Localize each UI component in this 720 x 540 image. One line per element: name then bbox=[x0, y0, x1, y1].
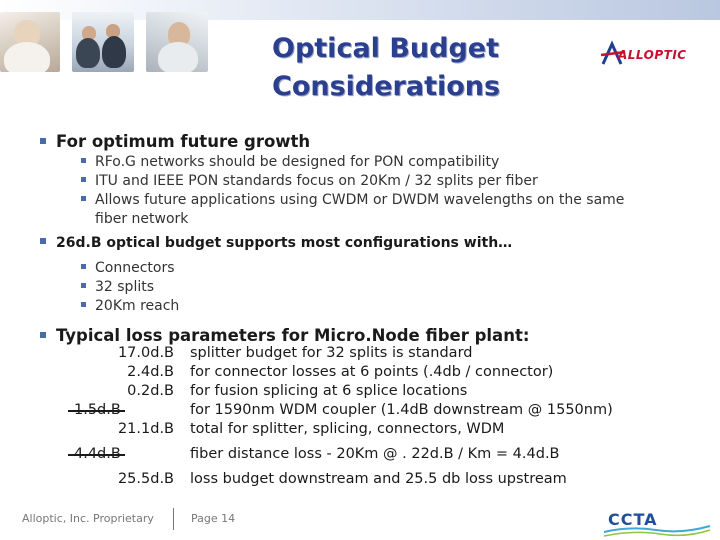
sub-bullet-list: RFo.G networks should be designed for PO… bbox=[81, 153, 624, 229]
bullet-square-icon bbox=[40, 137, 46, 144]
bullet-square-icon bbox=[81, 195, 86, 201]
loss-value: 2.4d.B bbox=[127, 364, 174, 380]
footer-company: Alloptic, Inc. Proprietary bbox=[22, 512, 154, 525]
ccta-wave-icon bbox=[603, 525, 711, 537]
loss-row: 4.4d.B fiber distance loss - 20Km @ . 22… bbox=[0, 446, 560, 462]
header-photo-phone bbox=[146, 12, 208, 72]
sub-bullet-item: Connectors bbox=[81, 259, 179, 278]
ccta-logo-text: CCTA bbox=[608, 510, 658, 529]
bullet-square-icon bbox=[40, 331, 46, 338]
loss-description: splitter budget for 32 splits is standar… bbox=[190, 345, 473, 361]
header-photo-woman bbox=[0, 12, 60, 72]
page-title: Optical Budget Considerations bbox=[272, 30, 532, 106]
loss-value-subtotal-line: 4.4d.B bbox=[74, 446, 121, 462]
loss-row: 1.5d.B for 1590nm WDM coupler (1.4dB dow… bbox=[0, 402, 613, 418]
sub-bullet-item: Allows future applications using CWDM or… bbox=[81, 191, 624, 210]
loss-description: for connector losses at 6 points (.4db /… bbox=[190, 364, 554, 380]
loss-value-subtotal-line: 1.5d.B bbox=[74, 402, 121, 418]
bullet-square-icon bbox=[81, 263, 86, 269]
loss-description: loss budget downstream and 25.5 db loss … bbox=[190, 471, 567, 487]
header-photo-meeting bbox=[72, 12, 134, 72]
footer-divider bbox=[173, 508, 174, 530]
bullet-square-icon bbox=[81, 157, 86, 163]
loss-value: 21.1d.B bbox=[117, 421, 174, 437]
loss-description: for fusion splicing at 6 splice location… bbox=[190, 383, 468, 399]
sub-bullet-item-continued: fiber network bbox=[95, 211, 189, 227]
bullet-typical-loss: Typical loss parameters for Micro.Node f… bbox=[40, 326, 529, 345]
sub-bullet-item: ITU and IEEE PON standards focus on 20Km… bbox=[81, 172, 624, 191]
sub-bullet-item: 20Km reach bbox=[81, 297, 179, 316]
title-line-1: Optical Budget bbox=[272, 33, 499, 64]
loss-description: total for splitter, splicing, connectors… bbox=[190, 421, 505, 437]
loss-description: for 1590nm WDM coupler (1.4dB downstream… bbox=[190, 402, 613, 418]
bullet-square-icon bbox=[40, 238, 46, 244]
bullet-square-icon bbox=[81, 301, 86, 307]
bullet-square-icon bbox=[81, 282, 86, 288]
bullet-square-icon bbox=[81, 176, 86, 182]
sub-bullet-item: 32 splits bbox=[81, 278, 179, 297]
ccta-logo: CCTA bbox=[600, 508, 712, 540]
alloptic-logo-icon bbox=[600, 40, 626, 65]
loss-value: 0.2d.B bbox=[127, 383, 174, 399]
loss-description: fiber distance loss - 20Km @ . 22d.B / K… bbox=[190, 446, 560, 462]
header-photos bbox=[0, 0, 215, 78]
footer-page-number: Page 14 bbox=[191, 512, 236, 525]
title-line-2: Considerations bbox=[272, 71, 501, 102]
logo-text: ALLOPTIC bbox=[618, 48, 687, 62]
loss-value: 17.0d.B bbox=[117, 345, 174, 361]
loss-value: 25.5d.B bbox=[117, 471, 174, 487]
sub-bullet-item: RFo.G networks should be designed for PO… bbox=[81, 153, 624, 172]
alloptic-logo: ALLOPTIC bbox=[600, 40, 710, 70]
sub-bullet-list: Connectors 32 splits 20Km reach bbox=[81, 259, 179, 316]
bullet-optical-budget: 26d.B optical budget supports most confi… bbox=[40, 235, 512, 251]
bullet-future-growth: For optimum future growth bbox=[40, 132, 310, 151]
